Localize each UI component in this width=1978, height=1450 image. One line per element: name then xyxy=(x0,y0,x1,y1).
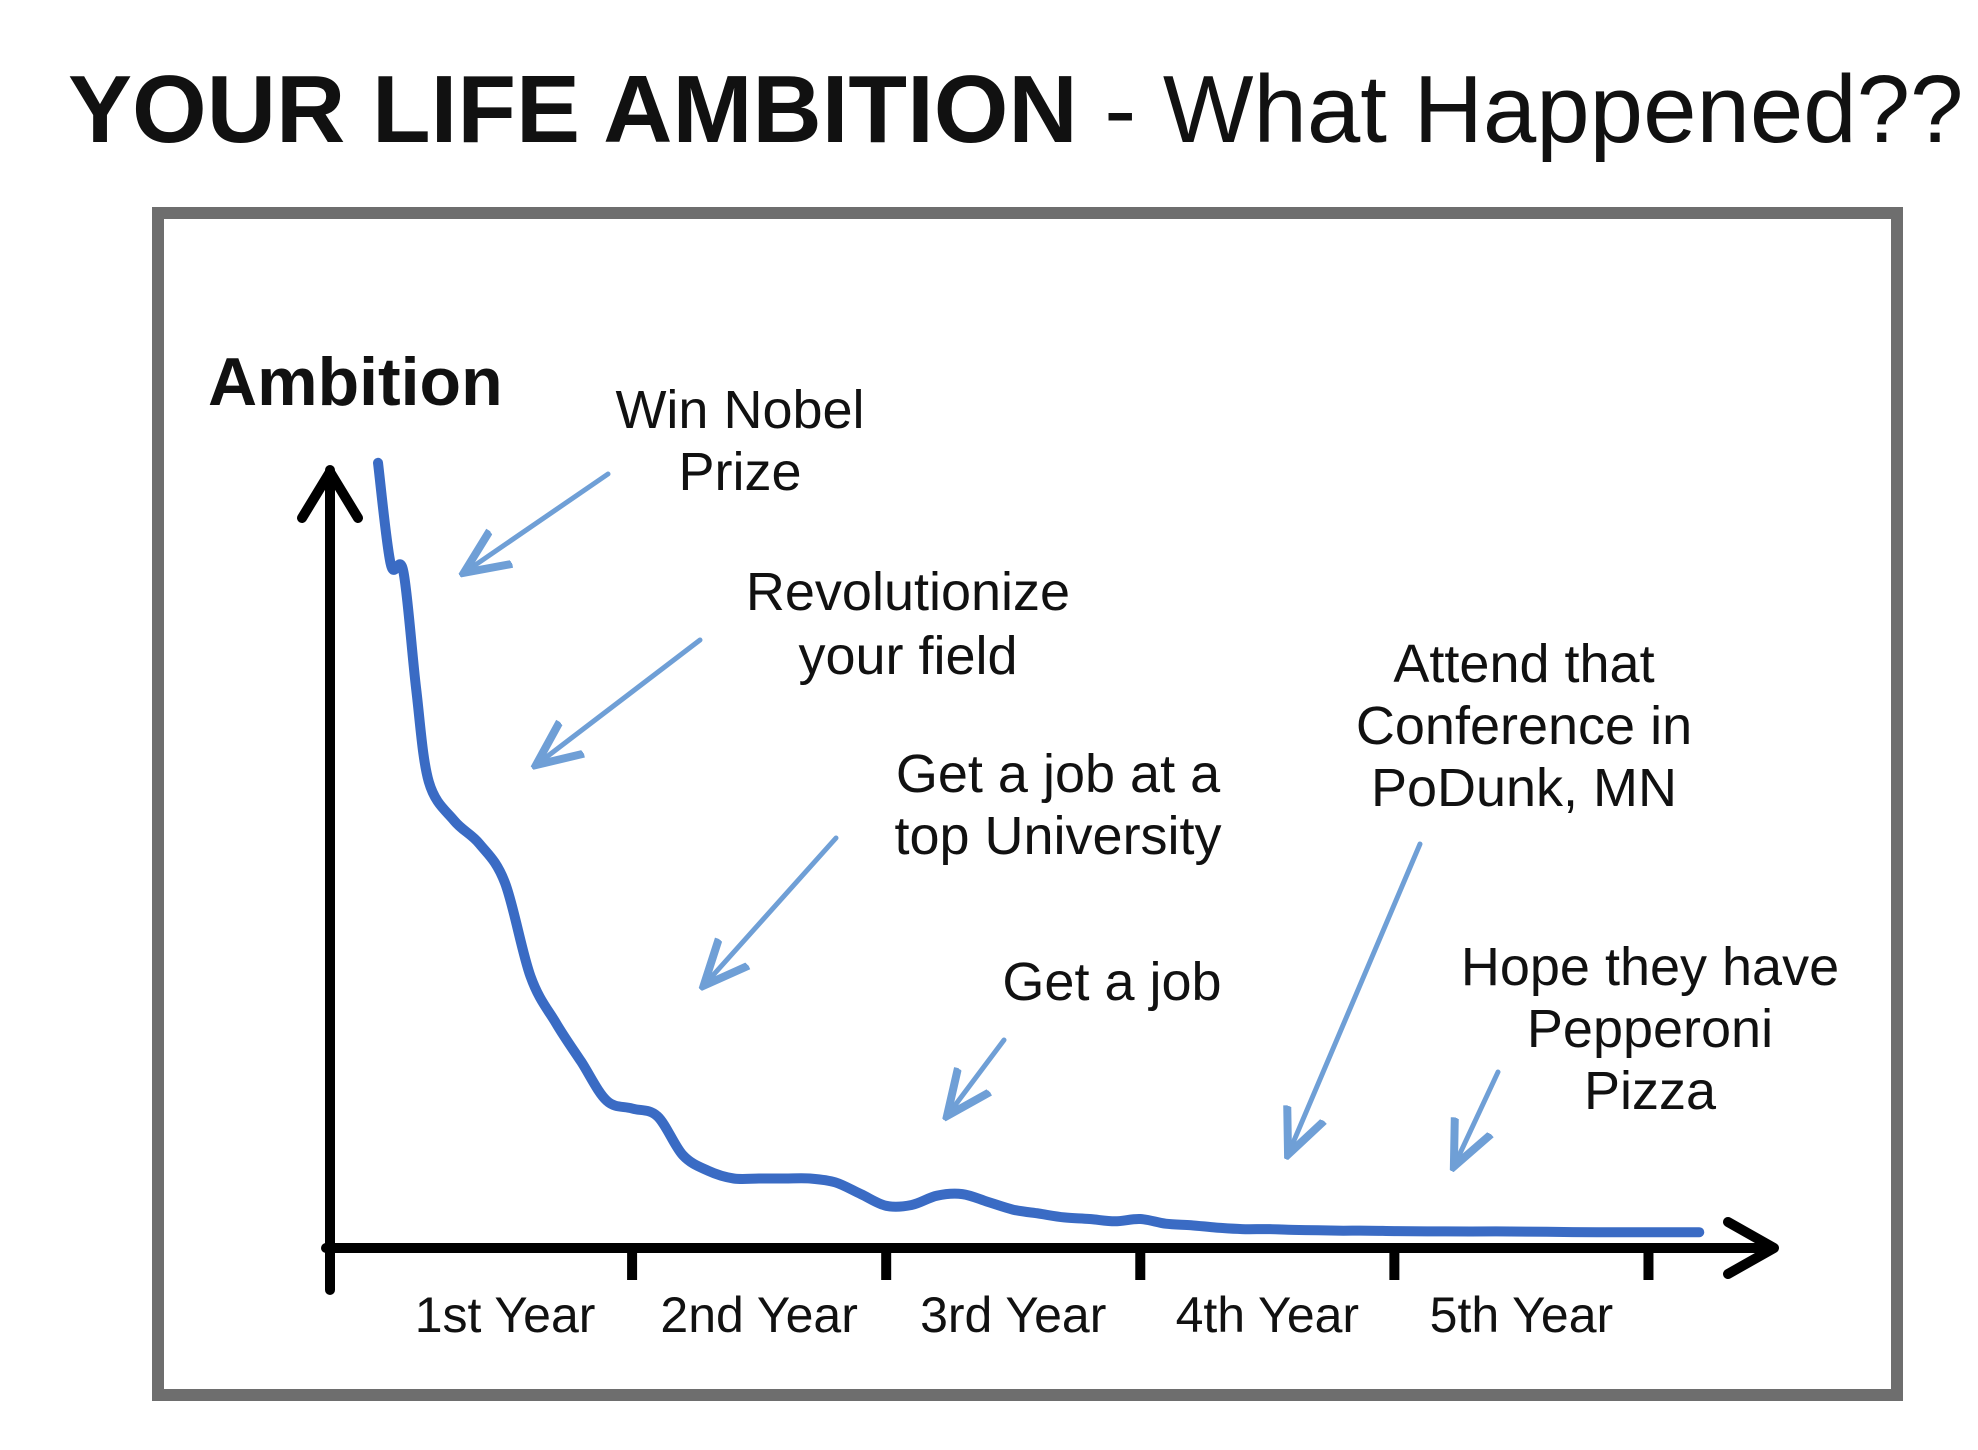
annotation-arrow xyxy=(707,835,839,982)
annotation-arrow xyxy=(1456,1069,1501,1162)
y-axis-arrowhead xyxy=(297,467,363,523)
annotations: Win Nobel Prize Revolutionize your field Get… xyxy=(468,380,1839,1162)
x-axis-tick-labels: 1st Year 2nd Year 3rd Year 4th Year 5th Year xyxy=(415,1287,1614,1343)
title-bold-text: YOUR LIFE AMBITION xyxy=(68,56,1078,163)
annotation: Get a job at a top University xyxy=(707,744,1222,982)
annotation-arrow xyxy=(468,471,611,570)
annotation-arrow xyxy=(950,1037,1007,1112)
annotation-text: Revolutionize your field xyxy=(746,562,1070,686)
x-axis-arrowhead xyxy=(1723,1217,1779,1279)
annotation-text: Get a job xyxy=(1002,952,1221,1012)
x-tick-label: 2nd Year xyxy=(660,1287,857,1343)
x-tick-label: 4th Year xyxy=(1176,1287,1360,1343)
axes xyxy=(297,465,1779,1295)
x-axis-ticks xyxy=(627,1248,1654,1280)
annotation: Attend that Conference in PoDunk, MN xyxy=(1290,634,1692,1150)
annotation: Win Nobel Prize xyxy=(468,380,865,570)
annotation-arrow xyxy=(540,637,703,762)
svg-text:YOUR LIFE AMBITION - Wha: YOUR LIFE AMBITION - What Happened?? xyxy=(68,56,1963,163)
title-normal-text: - What Happened?? xyxy=(1104,56,1963,163)
annotation-text: Win Nobel Prize xyxy=(615,380,864,502)
x-tick-label: 3rd Year xyxy=(920,1287,1106,1343)
chart-frame xyxy=(152,207,1903,1401)
annotation-text: Get a job at a top University xyxy=(894,744,1221,866)
annotation-text: Hope they have Pepperoni Pizza xyxy=(1461,937,1839,1121)
annotation: Revolutionize your field xyxy=(540,562,1070,762)
annotation-text: Attend that Conference in PoDunk, MN xyxy=(1356,634,1692,818)
annotation: Get a job xyxy=(950,952,1222,1112)
annotation: Hope they have Pepperoni Pizza xyxy=(1456,937,1839,1162)
x-tick-label: 5th Year xyxy=(1430,1287,1614,1343)
annotation-arrow xyxy=(1290,841,1423,1150)
chart-title: YOUR LIFE AMBITION - What Happened?? xyxy=(68,56,1963,163)
x-tick-label: 1st Year xyxy=(415,1287,596,1343)
y-axis-label: Ambition xyxy=(208,344,503,420)
ambition-curve xyxy=(373,457,1705,1238)
